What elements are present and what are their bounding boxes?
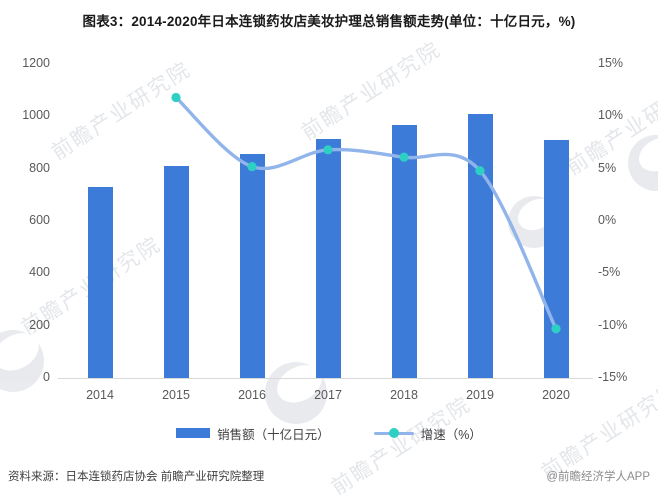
sales-bar-2014 <box>87 186 113 378</box>
growth-line <box>174 95 558 331</box>
left-axis-tick: 1000 <box>22 108 50 123</box>
left-axis-tick: 0 <box>43 370 50 384</box>
sales-bar-2016 <box>239 154 265 378</box>
chart-title: 图表3：2014-2020年日本连锁药妆店美妆护理总销售额走势(单位：十亿日元，… <box>82 14 576 29</box>
growth-marker <box>171 92 181 103</box>
x-axis-label-2014: 2014 <box>86 388 114 402</box>
x-axis-label-2018: 2018 <box>390 388 418 402</box>
data-source-text: 资料来源：日本连锁药店协会 前瞻产业研究院整理 <box>8 471 265 483</box>
sales-bar-2019 <box>467 113 493 378</box>
legend-label-sales: 销售额（十亿日元） <box>217 427 330 442</box>
left-axis-tick: 400 <box>29 265 50 280</box>
watermark-text: 前瞻产业研究院 <box>47 57 196 165</box>
x-axis-label-2015: 2015 <box>162 388 190 402</box>
sales-bar-2018 <box>391 125 417 378</box>
credit-text: @前瞻经济学人APP <box>546 471 650 483</box>
x-axis-line <box>58 378 593 379</box>
right-axis-tick: 0% <box>598 213 617 227</box>
sales-bar-2017 <box>315 138 341 378</box>
sales-bar-2015 <box>163 166 189 378</box>
right-axis-tick: 5% <box>598 160 617 175</box>
right-axis-tick: 10% <box>598 108 624 123</box>
watermark-text: 前瞻产业研究院 <box>297 37 446 145</box>
x-axis-label-2019: 2019 <box>466 388 494 402</box>
legend-label-growth: 增速（%） <box>420 427 482 442</box>
legend-item-sales: 销售额（十亿日元） <box>176 424 330 443</box>
right-axis-tick: -5% <box>598 265 621 280</box>
left-axis-tick: 800 <box>29 160 50 175</box>
legend: 销售额（十亿日元） 增速（%） <box>0 424 658 442</box>
left-axis-tick: 200 <box>29 317 50 332</box>
x-axis-label-2020: 2020 <box>542 388 570 402</box>
x-axis-label-2016: 2016 <box>238 388 266 402</box>
right-axis-tick: 15% <box>598 56 624 70</box>
left-axis-tick: 600 <box>29 213 50 227</box>
right-axis-tick: -10% <box>598 317 628 332</box>
x-axis-label-2017: 2017 <box>314 388 342 402</box>
growth-swatch-icon <box>373 428 414 438</box>
legend-item-growth: 增速（%） <box>373 424 482 443</box>
sales-swatch-icon <box>176 428 211 438</box>
watermark-text: 前瞻产业研究院 <box>327 392 476 500</box>
left-axis-tick: 1200 <box>22 56 50 70</box>
right-axis-tick: -15% <box>598 370 628 384</box>
sales-bar-2020 <box>543 139 569 378</box>
